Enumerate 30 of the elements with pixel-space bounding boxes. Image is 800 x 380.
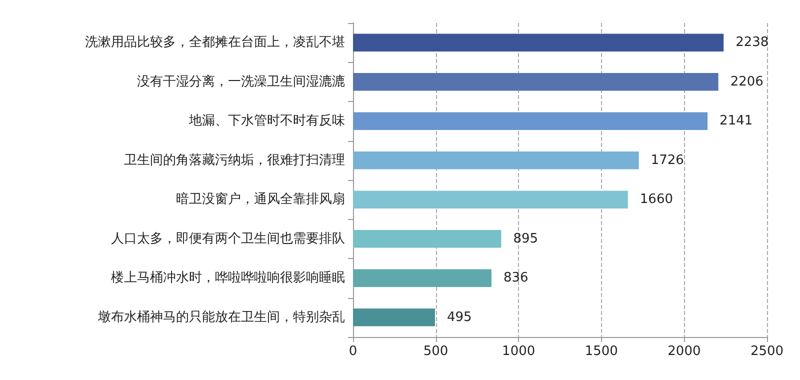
bar [353,190,628,208]
bar [353,152,639,170]
x-tick-label: 1500 [584,344,618,359]
bar [353,308,435,326]
y-tick-label: 没有干湿分离，一洗澡卫生间湿漉漉 [137,73,345,90]
bar [353,112,708,130]
y-tick-label: 人口太多，即便有两个卫生间也需要排队 [111,231,345,246]
data-label: 2206 [730,74,764,90]
x-tick-label: 2000 [668,344,701,359]
data-label: 836 [503,270,528,286]
bar [353,269,492,287]
y-tick-label: 楼上马桶冲水时，哗啦哗啦响很影响睡眠 [111,270,345,286]
x-tick-label: 1000 [502,344,536,359]
data-label: 2238 [736,35,769,50]
y-tick-label: 暗卫没窗户，通风全靠排风扇 [176,191,345,208]
data-label: 895 [513,231,538,246]
bar [353,34,724,52]
bar [353,230,502,248]
bar [353,73,718,91]
y-tick-label: 地漏、下水管时不时有反味 [188,114,345,129]
data-label: 1660 [640,192,673,208]
data-label: 495 [446,310,472,325]
x-tick-label: 2500 [750,344,784,359]
x-tick-label: 0 [348,344,358,359]
data-label: 2141 [720,114,753,129]
y-tick-label: 墩布水桶神马的只能放在卫生间，特别杂乱 [97,310,345,325]
y-tick-label: 卫生间的角落藏污纳垢，很难打扫清理 [124,152,345,168]
x-tick-label: 500 [423,344,448,359]
y-tick-label: 洗漱用品比较多，全都摊在台面上，凌乱不堪 [85,35,345,50]
data-label: 1726 [650,152,684,168]
